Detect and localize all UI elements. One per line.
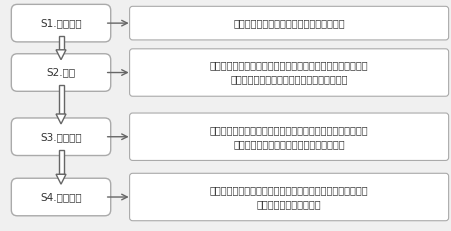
FancyBboxPatch shape [129, 6, 448, 40]
Polygon shape [59, 36, 63, 50]
Text: S4.均匀涂抹: S4.均匀涂抹 [40, 192, 82, 202]
Text: S1.加热预融: S1.加热预融 [40, 18, 82, 28]
FancyBboxPatch shape [129, 113, 448, 161]
FancyBboxPatch shape [11, 54, 110, 91]
Polygon shape [56, 114, 66, 124]
Text: 将需要使用的密封胶投入加热设备进行熔融: 将需要使用的密封胶投入加热设备进行熔融 [233, 18, 344, 28]
FancyBboxPatch shape [129, 49, 448, 96]
FancyBboxPatch shape [11, 178, 110, 216]
Polygon shape [59, 150, 63, 174]
Text: 使用搅拌机构对熔融状密封胶进行搅拌，并通过侧吹去泡搅拌
杆的间歇作用，消除熔融状密封胶内的气泡: 使用搅拌机构对熔融状密封胶进行搅拌，并通过侧吹去泡搅拌 杆的间歇作用，消除熔融状… [209, 125, 368, 149]
FancyBboxPatch shape [129, 173, 448, 221]
Text: S3.搅拌消泡: S3.搅拌消泡 [40, 132, 82, 142]
Polygon shape [56, 50, 66, 60]
Polygon shape [56, 174, 66, 184]
FancyBboxPatch shape [11, 4, 110, 42]
Polygon shape [59, 85, 63, 114]
Text: 预先将熔融设备内的温度提升至密封胶熔融状态需要保持的温
度，然后将熔融完成的密封胶投入熔融设备内: 预先将熔融设备内的温度提升至密封胶熔融状态需要保持的温 度，然后将熔融完成的密封… [209, 61, 368, 85]
Text: S2.熔炼: S2.熔炼 [46, 67, 75, 78]
FancyBboxPatch shape [11, 118, 110, 155]
Text: 将消泡完成的密封胶通过涂胶设备涂抹到清洁完毕的风机法兰
上，呈现连续无断点状态: 将消泡完成的密封胶通过涂胶设备涂抹到清洁完毕的风机法兰 上，呈现连续无断点状态 [209, 185, 368, 209]
